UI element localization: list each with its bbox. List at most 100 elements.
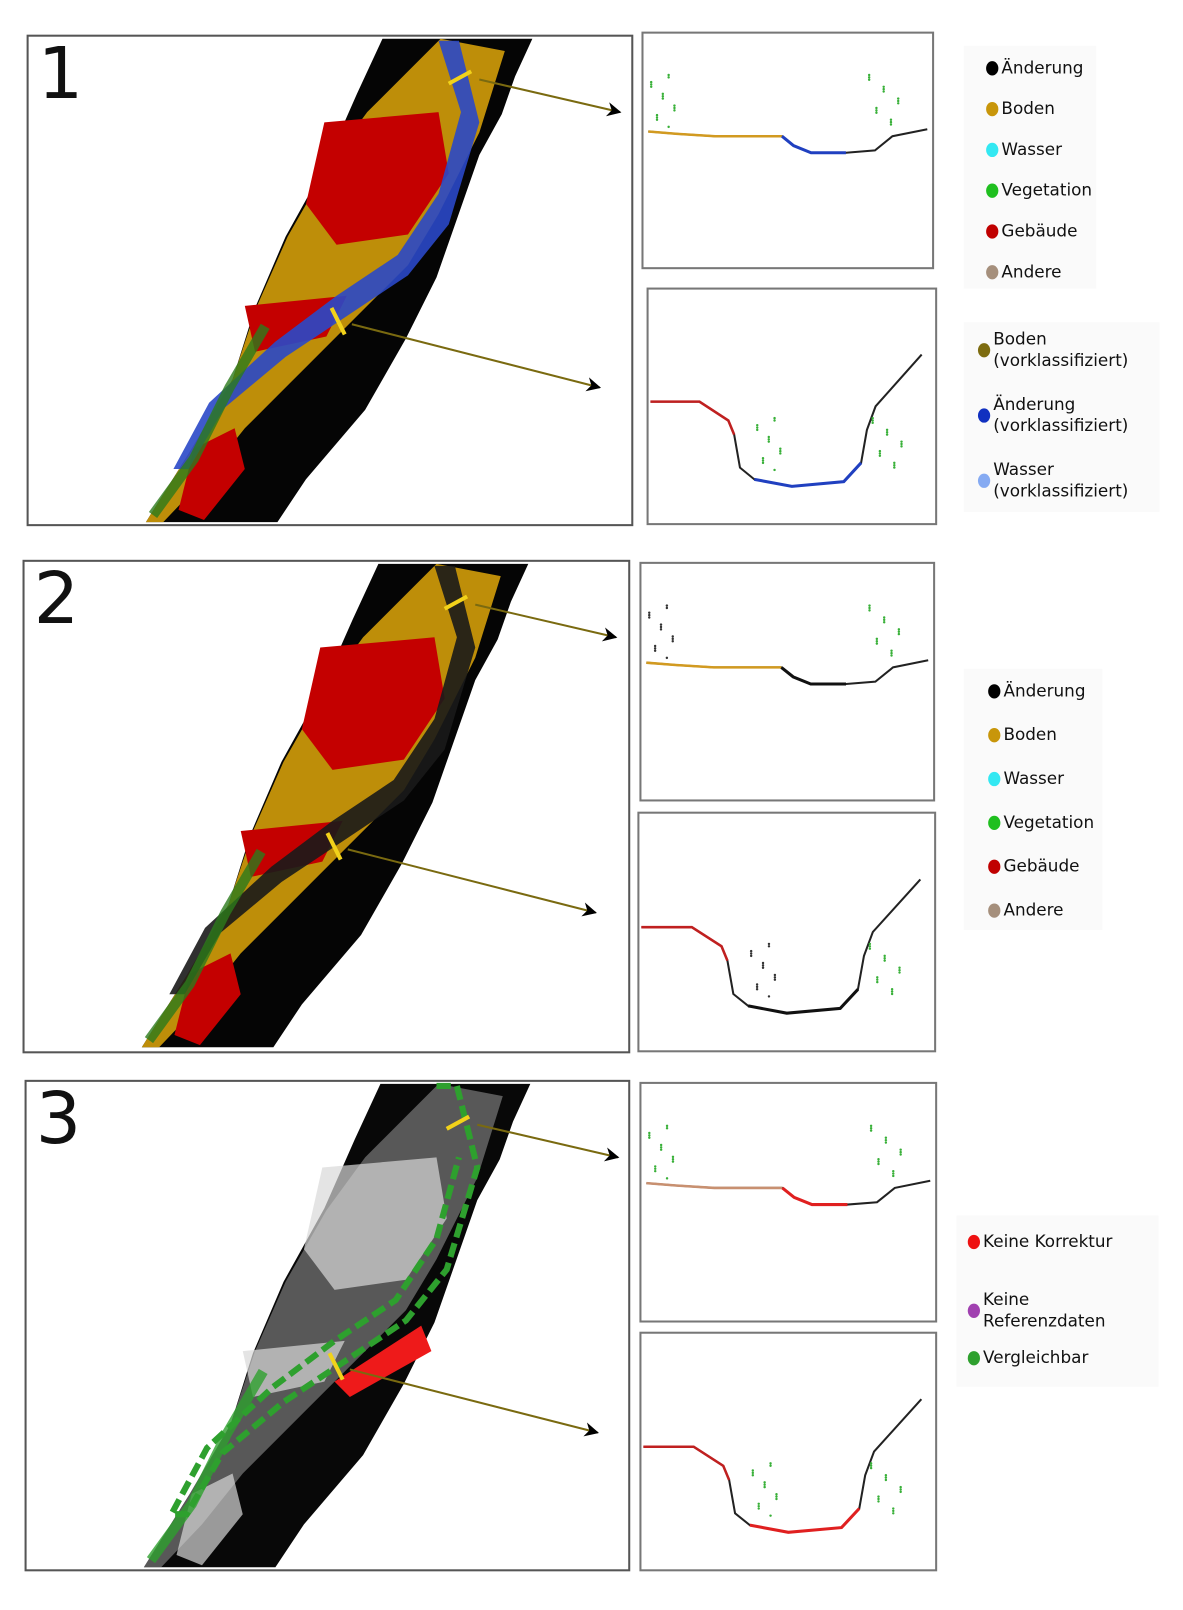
vegetation-point (890, 652, 892, 654)
vegetation-point (899, 1488, 901, 1490)
vegetation-point (883, 955, 885, 957)
vegetation-point (779, 448, 781, 450)
vegetation-point (666, 604, 668, 606)
legend-swatch (986, 61, 998, 75)
vegetation-point (870, 1467, 872, 1469)
vegetation-point (775, 1498, 777, 1500)
vegetation-point (876, 976, 878, 978)
legend-label: Andere (1001, 261, 1061, 281)
legend-swatch (986, 265, 998, 279)
vegetation-point (898, 971, 900, 973)
vegetation-point (876, 640, 878, 642)
vegetation-point (662, 97, 664, 99)
vegetation-point (885, 1139, 887, 1141)
vegetation-point (673, 109, 675, 111)
vegetation-point (899, 1151, 901, 1153)
vegetation-point (868, 79, 870, 81)
vegetation-point (672, 1156, 674, 1158)
vegetation-point (667, 126, 669, 128)
vegetation-point (648, 616, 650, 618)
vegetation-point (900, 440, 902, 442)
vegetation-point (877, 1163, 879, 1165)
vegetation-point (775, 1493, 777, 1495)
vegetation-point (871, 419, 873, 421)
vegetation-point (769, 1514, 771, 1516)
vegetation-point (756, 424, 758, 426)
vegetation-point (890, 650, 892, 652)
vegetation-point (763, 1484, 765, 1486)
vegetation-point (779, 452, 781, 454)
vegetation-point (673, 104, 675, 106)
vegetation-point (877, 1158, 879, 1160)
vegetation-point (875, 107, 877, 109)
legend-box (964, 46, 1097, 289)
vegetation-point (750, 952, 752, 954)
vegetation-point (773, 469, 775, 471)
legend-swatch (978, 408, 990, 422)
vegetation-point (662, 95, 664, 97)
legend-label: Referenzdaten (983, 1311, 1105, 1331)
vegetation-point (893, 466, 895, 468)
legend-swatch (978, 474, 990, 488)
vegetation-point (650, 83, 652, 85)
profile-frame (640, 1333, 936, 1571)
legend-label: Vegetation (1001, 180, 1092, 200)
vegetation-point (654, 645, 656, 647)
vegetation-point (877, 1498, 879, 1500)
vegetation-point (883, 621, 885, 623)
vegetation-point (890, 654, 892, 656)
vegetation-point (773, 417, 775, 419)
vegetation-point (762, 962, 764, 964)
legend-label: Boden (1003, 724, 1057, 744)
legend-label: (vorklassifiziert) (993, 415, 1128, 435)
vegetation-point (756, 986, 758, 988)
vegetation-point (648, 614, 650, 616)
vegetation-point (876, 642, 878, 644)
vegetation-point (648, 1137, 650, 1139)
legend-label: Wasser (993, 459, 1054, 479)
vegetation-point (673, 107, 675, 109)
vegetation-point (656, 119, 658, 121)
vegetation-point (667, 76, 669, 78)
vegetation-point (891, 990, 893, 992)
vegetation-point (879, 450, 881, 452)
vegetation-point (762, 967, 764, 969)
legend-swatch (988, 903, 1000, 917)
vegetation-point (758, 1503, 760, 1505)
panel-number: 2 (34, 557, 79, 640)
legend-label: Wasser (1003, 768, 1064, 788)
vegetation-point (654, 647, 656, 649)
legend-swatch (978, 343, 990, 357)
vegetation-point (868, 609, 870, 611)
vegetation-point (876, 978, 878, 980)
vegetation-point (672, 1160, 674, 1162)
vegetation-point (876, 638, 878, 640)
vegetation-point (779, 450, 781, 452)
legend-swatch (988, 860, 1000, 874)
vegetation-point (899, 1486, 901, 1488)
vegetation-point (900, 443, 902, 445)
vegetation-point (870, 1462, 872, 1464)
vegetation-point (883, 957, 885, 959)
vegetation-point (900, 445, 902, 447)
profile-frame (648, 289, 937, 525)
vegetation-point (654, 1165, 656, 1167)
legend-swatch (986, 184, 998, 198)
vegetation-point (886, 433, 888, 435)
vegetation-point (666, 1127, 668, 1129)
legend-label: Änderung (1003, 680, 1085, 700)
legend-label: (vorklassifiziert) (993, 350, 1128, 370)
vegetation-point (868, 74, 870, 76)
legend-label: Änderung (993, 394, 1075, 414)
legend-label: Änderung (1001, 57, 1083, 77)
vegetation-point (666, 1125, 668, 1127)
vegetation-point (869, 945, 871, 947)
legend-label: Vegetation (1003, 812, 1094, 832)
vegetation-point (870, 1125, 872, 1127)
vegetation-point (890, 121, 892, 123)
figure: 1ÄnderungBodenWasserVegetationGebäudeAnd… (0, 0, 1183, 1606)
vegetation-point (662, 93, 664, 95)
vegetation-point (897, 97, 899, 99)
legend-swatch (968, 1235, 980, 1249)
vegetation-point (898, 967, 900, 969)
